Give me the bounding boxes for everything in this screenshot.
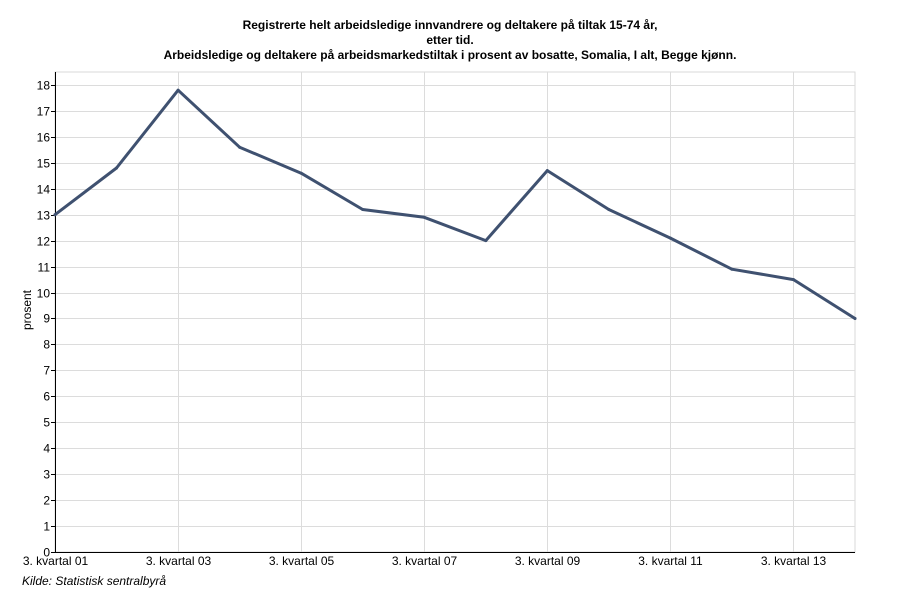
x-tick-label: 3. kvartal 07 bbox=[392, 554, 458, 568]
data-point bbox=[238, 145, 242, 149]
data-point bbox=[299, 171, 303, 175]
data-point bbox=[484, 239, 488, 243]
data-point bbox=[176, 88, 180, 92]
y-tick-label: 14 bbox=[37, 183, 51, 197]
data-point bbox=[422, 215, 426, 219]
y-tick-label: 1 bbox=[43, 520, 50, 534]
data-point bbox=[792, 278, 795, 282]
y-tick-label: 9 bbox=[43, 312, 50, 326]
y-tick-label: 10 bbox=[37, 287, 51, 301]
x-tick-label: 3. kvartal 03 bbox=[146, 554, 212, 568]
x-tick-label: 3. kvartal 01 bbox=[23, 554, 89, 568]
series-line bbox=[53, 88, 857, 320]
data-point bbox=[53, 213, 57, 217]
chart-title: Registrerte helt arbeidsledige innvandre… bbox=[0, 18, 900, 63]
y-tick-label: 11 bbox=[38, 261, 51, 275]
source-note: Kilde: Statistisk sentralbyrå bbox=[22, 574, 167, 588]
data-point bbox=[545, 169, 549, 173]
chart-title-line-3: Arbeidsledige og deltakere på arbeidsmar… bbox=[163, 48, 737, 62]
y-tick-label: 18 bbox=[37, 79, 51, 93]
y-tick-label: 6 bbox=[43, 390, 50, 404]
y-tick-label: 0 bbox=[43, 546, 50, 560]
grid-layer bbox=[54, 71, 856, 553]
data-point bbox=[668, 236, 672, 240]
y-tick-label: 13 bbox=[37, 209, 51, 223]
y-tick-label: 3 bbox=[43, 468, 50, 482]
y-tick-label: 4 bbox=[43, 442, 50, 456]
y-tick-label: 8 bbox=[43, 338, 50, 352]
data-point bbox=[853, 317, 857, 320]
y-tick-label: 7 bbox=[43, 364, 50, 378]
data-point bbox=[115, 166, 118, 170]
x-tick-label: 3. kvartal 05 bbox=[269, 554, 335, 568]
y-tick-label: 12 bbox=[37, 235, 51, 249]
data-point bbox=[607, 208, 611, 211]
x-tick-label: 3. kvartal 09 bbox=[515, 554, 581, 568]
x-tick-label: 3. kvartal 13 bbox=[761, 554, 827, 568]
chart-title-line-1: Registrerte helt arbeidsledige innvandre… bbox=[242, 18, 658, 32]
series-layer bbox=[53, 88, 857, 320]
data-point bbox=[730, 267, 734, 271]
y-tick-label: 2 bbox=[43, 494, 50, 508]
y-axis-label: prosent bbox=[20, 289, 34, 330]
chart-title-line-2: etter tid. bbox=[426, 33, 474, 47]
y-tick-label: 15 bbox=[37, 157, 51, 171]
x-tick-label: 3. kvartal 11 bbox=[638, 554, 703, 568]
y-tick-label: 16 bbox=[37, 131, 51, 145]
plot-area bbox=[54, 71, 856, 553]
y-tick-label: 5 bbox=[43, 416, 50, 430]
y-tick-label: 17 bbox=[37, 105, 51, 119]
data-point bbox=[361, 208, 365, 211]
